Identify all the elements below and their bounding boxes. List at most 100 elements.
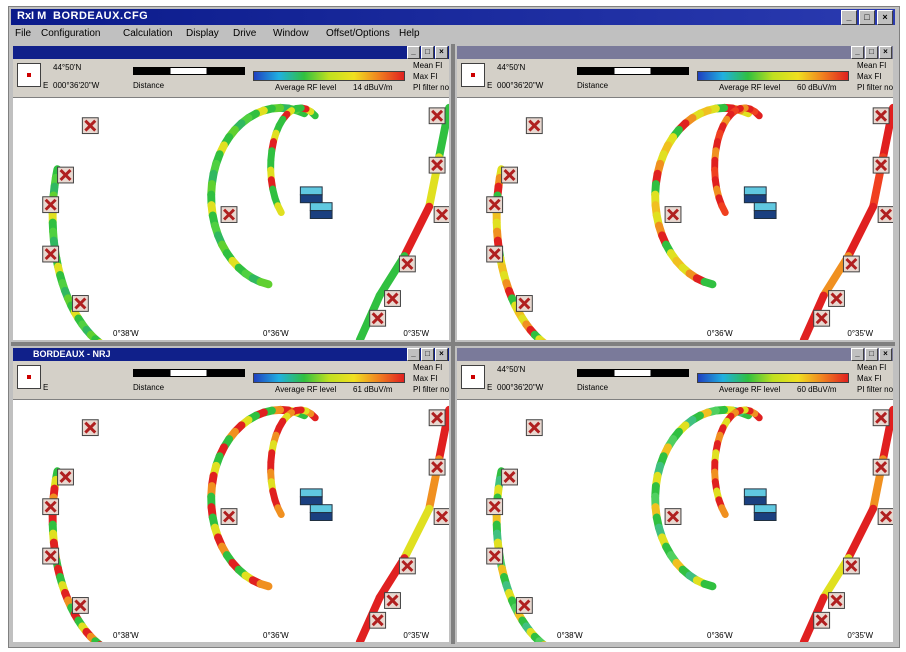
transmitter-site-icon[interactable] <box>515 295 533 312</box>
rf-level-value: 61 dBuV/m <box>353 385 393 394</box>
transmitter-site-icon[interactable] <box>81 419 99 437</box>
compass-icon[interactable] <box>17 365 41 389</box>
station-marker-icon[interactable] <box>299 488 333 521</box>
transmitter-site-icon[interactable] <box>71 597 89 614</box>
transmitter-site-icon[interactable] <box>872 156 890 174</box>
coverage-map[interactable]: 0°38'W 0°36'W 0°35'W <box>13 400 449 642</box>
longitude-tick: 0°38'W <box>557 631 583 640</box>
station-marker-icon[interactable] <box>299 186 333 219</box>
transmitter-site-icon[interactable] <box>501 166 518 184</box>
transmitter-site-icon[interactable] <box>369 611 387 629</box>
app-close-button[interactable]: × <box>877 10 893 25</box>
transmitter-site-icon[interactable] <box>664 508 682 525</box>
close-button[interactable]: × <box>879 46 892 59</box>
menu-display[interactable]: Display <box>186 28 219 39</box>
close-button[interactable]: × <box>879 348 892 361</box>
transmitter-site-icon[interactable] <box>872 409 890 427</box>
maximize-button[interactable]: □ <box>421 348 434 361</box>
menu-window[interactable]: Window <box>273 28 309 39</box>
close-button[interactable]: × <box>435 46 448 59</box>
menu-configuration[interactable]: Configuration <box>41 28 101 39</box>
menu-drive[interactable]: Drive <box>233 28 257 39</box>
transmitter-site-icon[interactable] <box>433 508 449 525</box>
transmitter-site-icon[interactable] <box>57 166 74 184</box>
close-button[interactable]: × <box>435 348 448 361</box>
map-window-titlebar[interactable]: BORDEAUX - NRJ _ □ × <box>13 348 449 361</box>
map-window-titlebar[interactable]: _ □ × <box>13 46 449 59</box>
transmitter-site-icon[interactable] <box>813 611 831 629</box>
minimize-button[interactable]: _ <box>851 348 864 361</box>
transmitter-site-icon[interactable] <box>42 196 60 214</box>
station-marker-icon[interactable] <box>743 186 777 219</box>
transmitter-site-icon[interactable] <box>828 592 845 609</box>
minimize-button[interactable]: _ <box>407 348 420 361</box>
transmitter-site-icon[interactable] <box>486 547 504 565</box>
menu-offset-options[interactable]: Offset/Options <box>326 28 390 39</box>
transmitter-site-icon[interactable] <box>220 508 238 525</box>
mean-fi-label: Mean FI <box>413 363 443 372</box>
transmitter-site-icon[interactable] <box>428 458 446 476</box>
drive-test-map[interactable] <box>13 98 449 340</box>
transmitter-site-icon[interactable] <box>220 206 238 223</box>
map-window-4[interactable]: _ □ × E 44°50'N 000°36'20"W Distance Ave… <box>455 346 895 644</box>
transmitter-site-icon[interactable] <box>515 597 533 614</box>
app-minimize-button[interactable]: _ <box>841 10 857 25</box>
transmitter-site-icon[interactable] <box>428 409 446 427</box>
coverage-map[interactable]: 0°38'W 0°36'W 0°35'W <box>457 400 893 642</box>
menu-file[interactable]: File <box>15 28 32 39</box>
map-window-3[interactable]: BORDEAUX - NRJ _ □ × E Distance Average … <box>11 346 451 644</box>
map-window-2[interactable]: _ □ × E 44°50'N 000°36'20"W Distance Ave… <box>455 44 895 342</box>
menu-help[interactable]: Help <box>399 28 420 39</box>
maximize-button[interactable]: □ <box>865 46 878 59</box>
transmitter-site-icon[interactable] <box>872 107 890 125</box>
map-toolbar: E 44°50'N 000°36'20"W Distance Average R… <box>13 59 449 98</box>
transmitter-site-icon[interactable] <box>398 255 416 273</box>
drive-test-map[interactable] <box>13 400 449 642</box>
transmitter-site-icon[interactable] <box>877 508 893 525</box>
station-marker-icon[interactable] <box>743 488 777 521</box>
transmitter-site-icon[interactable] <box>486 245 504 263</box>
transmitter-site-icon[interactable] <box>369 309 387 327</box>
transmitter-site-icon[interactable] <box>81 117 99 135</box>
transmitter-site-icon[interactable] <box>525 117 543 135</box>
transmitter-site-icon[interactable] <box>384 290 401 307</box>
transmitter-site-icon[interactable] <box>813 309 831 327</box>
coverage-map[interactable]: 0°36'W 0°35'W <box>457 98 893 340</box>
maximize-button[interactable]: □ <box>865 348 878 361</box>
transmitter-site-icon[interactable] <box>842 557 860 575</box>
coverage-map[interactable]: 0°38'W 0°36'W 0°35'W <box>13 98 449 340</box>
transmitter-site-icon[interactable] <box>877 206 893 223</box>
minimize-button[interactable]: _ <box>851 46 864 59</box>
transmitter-site-icon[interactable] <box>433 206 449 223</box>
transmitter-site-icon[interactable] <box>872 458 890 476</box>
transmitter-site-icon[interactable] <box>486 196 504 214</box>
transmitter-site-icon[interactable] <box>428 107 446 125</box>
transmitter-site-icon[interactable] <box>842 255 860 273</box>
minimize-button[interactable]: _ <box>407 46 420 59</box>
transmitter-site-icon[interactable] <box>42 547 60 565</box>
compass-icon[interactable] <box>461 63 485 87</box>
app-maximize-button[interactable]: □ <box>859 10 875 25</box>
map-window-1[interactable]: _ □ × E 44°50'N 000°36'20"W Distance Ave… <box>11 44 451 342</box>
menu-calculation[interactable]: Calculation <box>123 28 173 39</box>
map-window-titlebar[interactable]: _ □ × <box>457 46 893 59</box>
mdi-area: _ □ × E 44°50'N 000°36'20"W Distance Ave… <box>11 44 895 644</box>
transmitter-site-icon[interactable] <box>664 206 682 223</box>
transmitter-site-icon[interactable] <box>501 468 518 486</box>
transmitter-site-icon[interactable] <box>398 557 416 575</box>
transmitter-site-icon[interactable] <box>71 295 89 312</box>
transmitter-site-icon[interactable] <box>42 498 60 516</box>
transmitter-site-icon[interactable] <box>525 419 543 437</box>
transmitter-site-icon[interactable] <box>828 290 845 307</box>
transmitter-site-icon[interactable] <box>486 498 504 516</box>
drive-test-map[interactable] <box>457 98 893 340</box>
transmitter-site-icon[interactable] <box>384 592 401 609</box>
transmitter-site-icon[interactable] <box>42 245 60 263</box>
transmitter-site-icon[interactable] <box>57 468 74 486</box>
map-window-titlebar[interactable]: _ □ × <box>457 348 893 361</box>
compass-icon[interactable] <box>17 63 41 87</box>
transmitter-site-icon[interactable] <box>428 156 446 174</box>
maximize-button[interactable]: □ <box>421 46 434 59</box>
compass-icon[interactable] <box>461 365 485 389</box>
drive-test-map[interactable] <box>457 400 893 642</box>
